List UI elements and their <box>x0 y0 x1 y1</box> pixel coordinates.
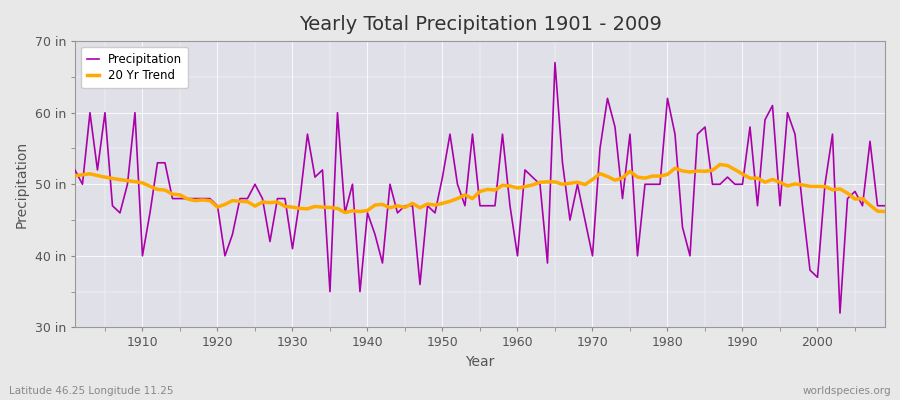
Precipitation <box>512 254 523 258</box>
20 Yr Trend <box>347 208 358 213</box>
20 Yr Trend <box>69 174 80 178</box>
20 Yr Trend <box>609 178 620 182</box>
20 Yr Trend <box>512 186 523 190</box>
20 Yr Trend <box>879 209 890 214</box>
Text: Latitude 46.25 Longitude 11.25: Latitude 46.25 Longitude 11.25 <box>9 386 174 396</box>
Precipitation <box>550 60 561 65</box>
20 Yr Trend <box>339 210 350 215</box>
Title: Yearly Total Precipitation 1901 - 2009: Yearly Total Precipitation 1901 - 2009 <box>299 15 662 34</box>
Precipitation <box>834 311 845 316</box>
Legend: Precipitation, 20 Yr Trend: Precipitation, 20 Yr Trend <box>81 47 188 88</box>
Y-axis label: Precipitation: Precipitation <box>15 141 29 228</box>
Precipitation <box>294 196 305 201</box>
Precipitation <box>505 203 516 208</box>
Precipitation <box>609 125 620 130</box>
20 Yr Trend <box>130 179 140 184</box>
Line: Precipitation: Precipitation <box>75 62 885 313</box>
Text: worldspecies.org: worldspecies.org <box>803 386 891 396</box>
Precipitation <box>69 168 80 172</box>
20 Yr Trend <box>294 206 305 211</box>
Precipitation <box>130 110 140 115</box>
Precipitation <box>339 210 350 215</box>
20 Yr Trend <box>715 162 725 167</box>
20 Yr Trend <box>519 184 530 189</box>
Precipitation <box>879 203 890 208</box>
Line: 20 Yr Trend: 20 Yr Trend <box>75 164 885 212</box>
X-axis label: Year: Year <box>465 355 495 369</box>
